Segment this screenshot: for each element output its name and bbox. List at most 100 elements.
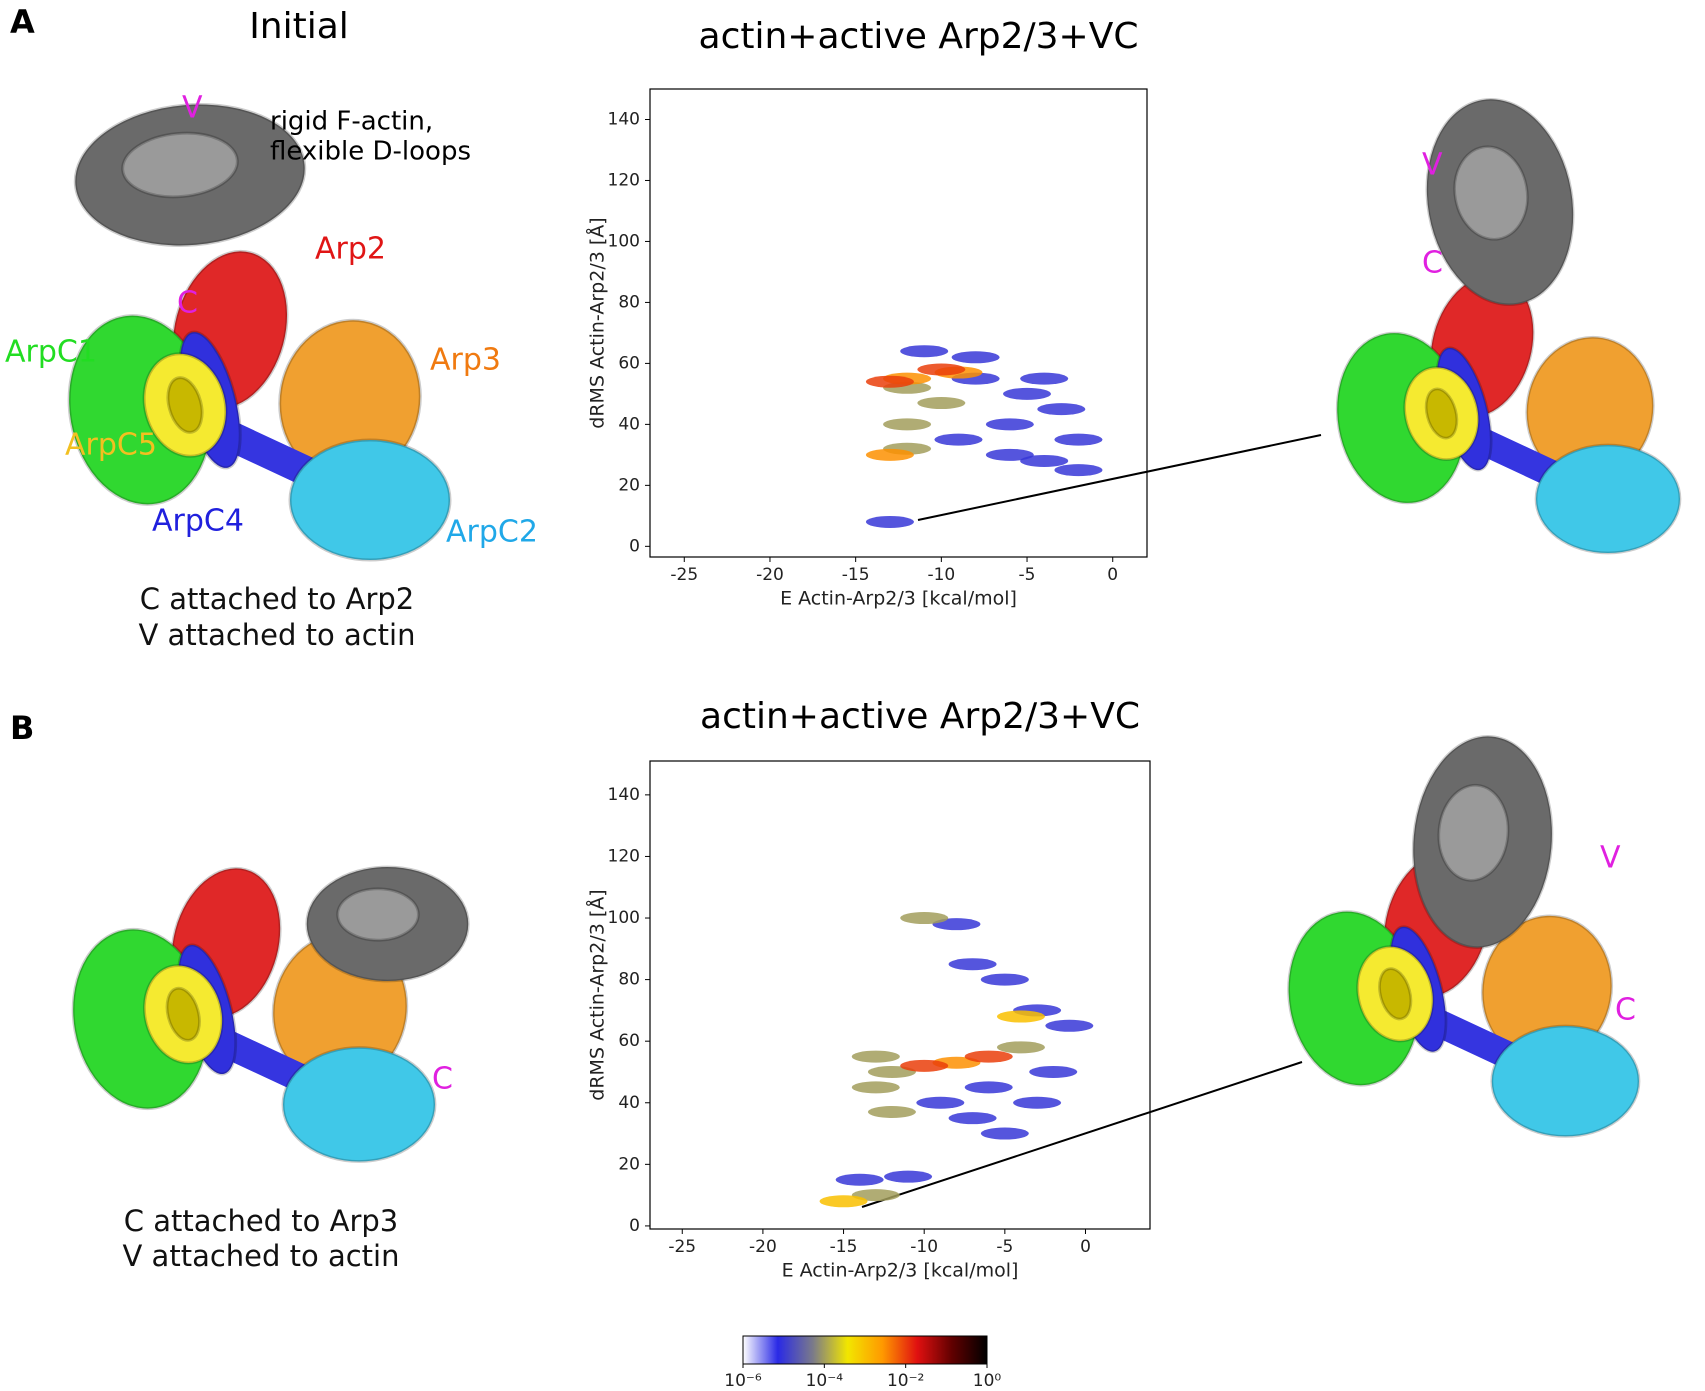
subunit (165, 986, 201, 1042)
chart-title: actin+active Arp2/3+VC (700, 696, 1140, 737)
molecule (1287, 735, 1641, 1138)
density-cell (964, 1081, 1013, 1094)
y-tick-label: 100 (608, 908, 640, 928)
density-cell (1037, 311, 1086, 324)
density-cell (851, 1050, 900, 1063)
caption: V attached to actin (123, 1239, 400, 1273)
panel-label: A (10, 3, 35, 41)
density-cell (1037, 403, 1086, 416)
density-cell (884, 1170, 933, 1183)
density-cell (865, 515, 914, 528)
y-tick-label: 80 (618, 292, 640, 312)
caption: C attached to Arp2 (140, 582, 415, 616)
y-tick-label: 60 (618, 353, 640, 373)
density-cell (867, 1106, 916, 1118)
label-arp3: Arp3 (430, 343, 501, 378)
colorbar-tick-label: 10⁰ (973, 1371, 1002, 1391)
density-cell (1029, 1065, 1078, 1078)
density-cell (1013, 1096, 1062, 1109)
connector (917, 434, 1322, 521)
y-tick-label: 140 (608, 785, 640, 805)
density-cell (1054, 464, 1103, 477)
y-tick-label: 20 (618, 1154, 640, 1174)
density-cell (917, 250, 966, 263)
label-c: C (1615, 993, 1636, 1028)
density-cell (917, 363, 966, 376)
density-cell (985, 418, 1034, 431)
y-tick-label: 20 (618, 475, 640, 495)
y-tick-label: 60 (618, 1031, 640, 1051)
note: rigid F-actin, (270, 107, 433, 137)
x-tick-label: 0 (1080, 1237, 1091, 1257)
subunit (121, 131, 239, 199)
chart-title: actin+active Arp2/3+VC (699, 16, 1139, 57)
density-cell (948, 1112, 997, 1125)
density-cell (900, 1059, 949, 1072)
density-cell (1054, 433, 1103, 446)
density-cell (917, 397, 966, 410)
x-tick-label: -10 (910, 1237, 938, 1257)
molecule (1335, 97, 1682, 555)
colorbar-tick-label: 10⁻⁴ (806, 1371, 844, 1391)
y-tick-label: 120 (608, 170, 640, 190)
x-tick-label: -5 (996, 1237, 1013, 1257)
colorbar-tick-label: 10⁻² (887, 1371, 924, 1391)
x-tick-label: -15 (830, 1237, 858, 1257)
density-cell (1020, 454, 1069, 467)
y-tick-label: 80 (618, 970, 640, 990)
density-cell (900, 345, 949, 358)
density-cell (851, 1081, 900, 1094)
density-cell (819, 1195, 868, 1208)
molecule (71, 865, 470, 1163)
y-tick-label: 40 (618, 1093, 640, 1113)
y-tick-label: 120 (608, 846, 640, 866)
label-v: V (1600, 841, 1621, 876)
y-tick-label: 0 (629, 536, 640, 556)
density-cell (951, 351, 1000, 364)
x-tick-label: -15 (842, 565, 870, 585)
density-cell (934, 433, 983, 446)
label-arpc1: ArpC1 (5, 335, 97, 370)
plot-frame (649, 88, 1148, 558)
density-cell (1020, 372, 1069, 385)
density-cell (964, 1050, 1013, 1063)
density-cell (1045, 1019, 1094, 1032)
y-axis-label: dRMS Actin-Arp2/3 [Å] (586, 889, 609, 1100)
label-c: C (177, 286, 198, 321)
subunit (281, 1046, 437, 1163)
label-c: C (1422, 246, 1443, 281)
density-cell (996, 1041, 1045, 1054)
y-tick-label: 0 (629, 1216, 640, 1236)
x-axis-label: E Actin-Arp2/3 [kcal/mol] (782, 1260, 1019, 1282)
density-cell (985, 448, 1034, 461)
x-tick-label: -5 (1019, 565, 1036, 585)
subunit (1424, 387, 1459, 440)
x-tick-label: -20 (756, 565, 784, 585)
density-cell (948, 958, 997, 971)
label-v: V (1422, 148, 1443, 183)
panel-label: B (10, 709, 34, 747)
x-tick-label: -25 (668, 1237, 696, 1257)
subunit (288, 438, 452, 562)
density-cell (968, 473, 1017, 486)
caption: C attached to Arp3 (124, 1204, 399, 1238)
density-cell (865, 375, 914, 388)
density-cell (900, 912, 949, 925)
subunit (1534, 443, 1682, 555)
y-tick-label: 100 (608, 231, 640, 251)
panel-heading: Initial (249, 6, 349, 47)
subunit (1490, 1024, 1641, 1138)
density-cell (932, 1158, 981, 1171)
density-cell (865, 448, 914, 461)
density-cell (934, 525, 983, 538)
caption: V attached to actin (139, 618, 416, 652)
colorbar-tick-label: 10⁻⁶ (724, 1371, 762, 1391)
label-arpc5: ArpC5 (65, 428, 157, 463)
molecule-images (67, 97, 1682, 1163)
plot-frame (649, 760, 1151, 1230)
density-cell (980, 1127, 1029, 1140)
x-tick-label: -20 (749, 1237, 777, 1257)
x-axis-label: E Actin-Arp2/3 [kcal/mol] (780, 588, 1017, 610)
x-tick-label: -10 (927, 565, 955, 585)
subunit (1453, 145, 1529, 241)
